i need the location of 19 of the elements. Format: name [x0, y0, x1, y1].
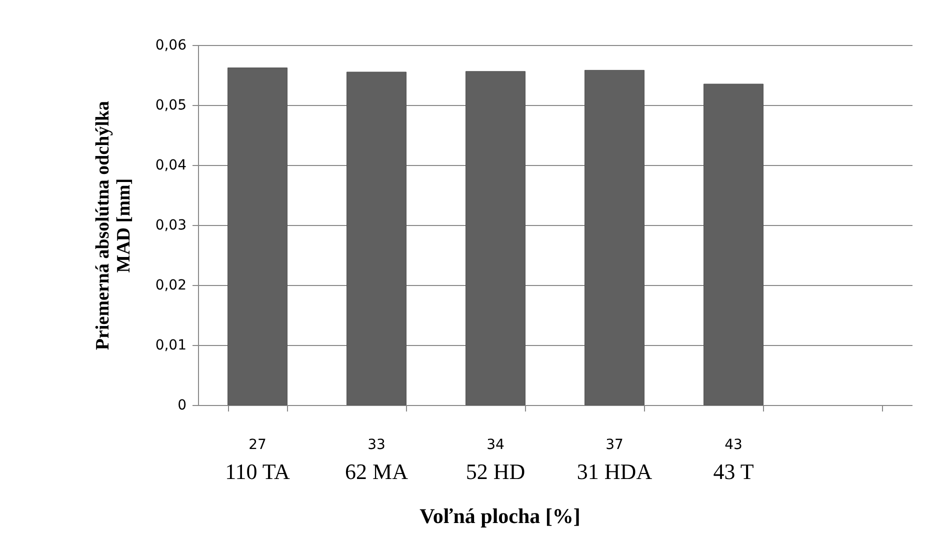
bar: [466, 71, 526, 406]
y-axis-title: Priemerná absolútna odchýlka MAD [mm]: [92, 100, 134, 350]
bar: [584, 70, 644, 406]
category-label: 33 62 MA: [345, 437, 408, 484]
y-tick-label: 0,06: [155, 38, 187, 54]
y-tick-label: 0,01: [155, 338, 186, 354]
y-tick-label: 0,04: [155, 158, 187, 174]
category-label: 43 43 T: [713, 437, 754, 484]
category-label: 34 52 HD: [466, 437, 526, 484]
x-axis-title: Voľná plocha [%]: [420, 504, 580, 528]
y-tick-label: 0,02: [155, 278, 186, 294]
category-label: 37 31 HDA: [576, 437, 652, 484]
y-tick-label: 0,03: [155, 218, 186, 234]
y-tick-label: 0,05: [155, 98, 186, 114]
y-tick-label: 0: [178, 398, 186, 414]
category-label: 27 110 TA: [225, 437, 290, 484]
bar: [704, 84, 764, 406]
bar: [346, 72, 406, 406]
bar: [228, 68, 288, 406]
